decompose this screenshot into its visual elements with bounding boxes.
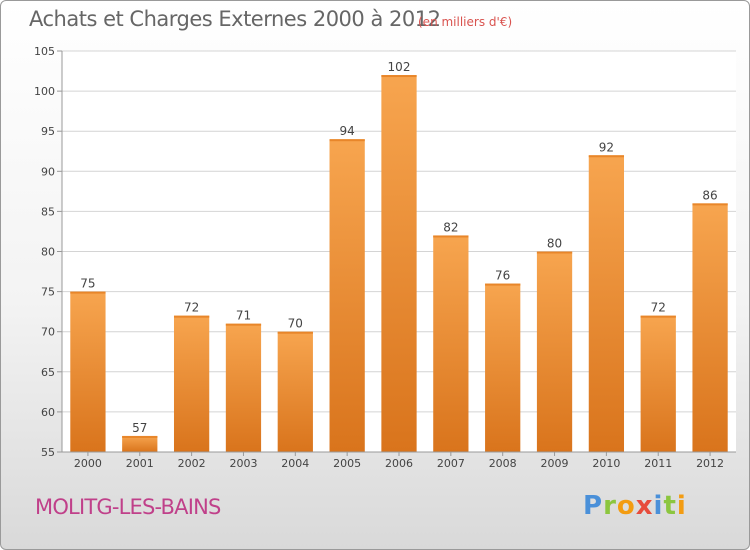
logo-letter: i: [653, 491, 664, 521]
x-tick-label: 2001: [126, 457, 154, 470]
x-tick-label: 2003: [229, 457, 257, 470]
bar: [225, 323, 262, 452]
y-tick-label: 80: [41, 246, 55, 259]
bar-top-edge: [173, 315, 210, 318]
y-tick-label: 60: [41, 406, 55, 419]
logo-letter: r: [603, 491, 617, 521]
data-label: 102: [388, 60, 411, 74]
logo-letter: i: [676, 491, 687, 521]
logo-letter: t: [663, 491, 677, 521]
data-label: 94: [340, 124, 355, 138]
logo-letter: o: [616, 491, 636, 521]
chart-subtitle: (en milliers d'€): [418, 15, 513, 29]
x-tick-label: 2000: [74, 457, 102, 470]
bar: [588, 155, 625, 452]
x-axis-ticks: 2000 2001 2002 2003 2004 2005 2006 2007 2008 2009…: [74, 452, 724, 470]
bar: [485, 283, 521, 452]
x-tick-label: 2009: [541, 457, 569, 470]
bar-top-edge: [70, 291, 106, 294]
x-tick-label: 2008: [489, 457, 517, 470]
data-label: 57: [132, 421, 147, 435]
bars: [70, 75, 728, 452]
bar-top-edge: [122, 435, 158, 438]
bar: [70, 291, 106, 452]
data-label: 86: [702, 188, 717, 202]
data-labels: 75 57 72 71 70 94 102 82 76 80 92 72 86: [80, 60, 717, 435]
bar: [381, 75, 417, 452]
bar-top-edge: [225, 323, 262, 326]
chart-title: Achats et Charges Externes 2000 à 2012: [29, 7, 441, 31]
bar: [692, 203, 728, 452]
logo-letter: P: [583, 491, 604, 521]
data-label: 72: [651, 301, 666, 315]
bar-top-edge: [588, 155, 625, 158]
data-label: 80: [547, 237, 562, 251]
bar-top-edge: [329, 139, 365, 142]
bar-top-edge: [485, 283, 521, 286]
bar: [277, 331, 313, 452]
y-tick-label: 75: [41, 286, 55, 299]
bar: [122, 435, 158, 452]
y-tick-label: 95: [41, 125, 55, 138]
y-tick-label: 65: [41, 366, 55, 379]
data-label: 82: [443, 220, 458, 234]
town-name: MOLITG-LES-BAINS: [35, 495, 221, 519]
x-tick-label: 2011: [644, 457, 672, 470]
x-tick-label: 2005: [333, 457, 361, 470]
bar: [329, 139, 365, 452]
x-tick-label: 2010: [592, 457, 620, 470]
bar-top-edge: [536, 251, 573, 254]
x-tick-label: 2007: [437, 457, 465, 470]
y-tick-label: 70: [41, 326, 55, 339]
bar: [433, 235, 469, 452]
bar-chart: 55 60 65 70 75 80 85 90 95 100 105 75 57 72 71 70 94 102…: [34, 45, 736, 470]
bar: [536, 251, 573, 452]
data-label: 92: [599, 140, 614, 154]
proxiti-logo: Proxiti: [583, 491, 687, 521]
y-tick-label: 85: [41, 205, 55, 218]
bar-top-edge: [640, 315, 676, 318]
bar-top-edge: [692, 203, 728, 206]
bar-top-edge: [381, 75, 417, 78]
bar-top-edge: [277, 331, 313, 334]
data-label: 76: [495, 269, 510, 283]
x-tick-label: 2002: [178, 457, 206, 470]
y-tick-label: 100: [34, 85, 55, 98]
data-label: 71: [236, 309, 251, 323]
bar-top-edge: [433, 235, 469, 238]
data-label: 70: [288, 317, 303, 331]
x-tick-label: 2004: [281, 457, 309, 470]
data-label: 72: [184, 301, 199, 315]
y-tick-label: 105: [34, 45, 55, 58]
y-axis-ticks: 55 60 65 70 75 80 85 90 95 100 105: [34, 45, 62, 459]
x-tick-label: 2012: [696, 457, 724, 470]
bar: [173, 315, 210, 452]
data-label: 75: [80, 277, 95, 291]
logo-letter: x: [635, 491, 654, 521]
x-tick-label: 2006: [385, 457, 413, 470]
bar: [640, 315, 676, 452]
y-tick-label: 90: [41, 165, 55, 178]
y-tick-label: 55: [41, 446, 55, 459]
